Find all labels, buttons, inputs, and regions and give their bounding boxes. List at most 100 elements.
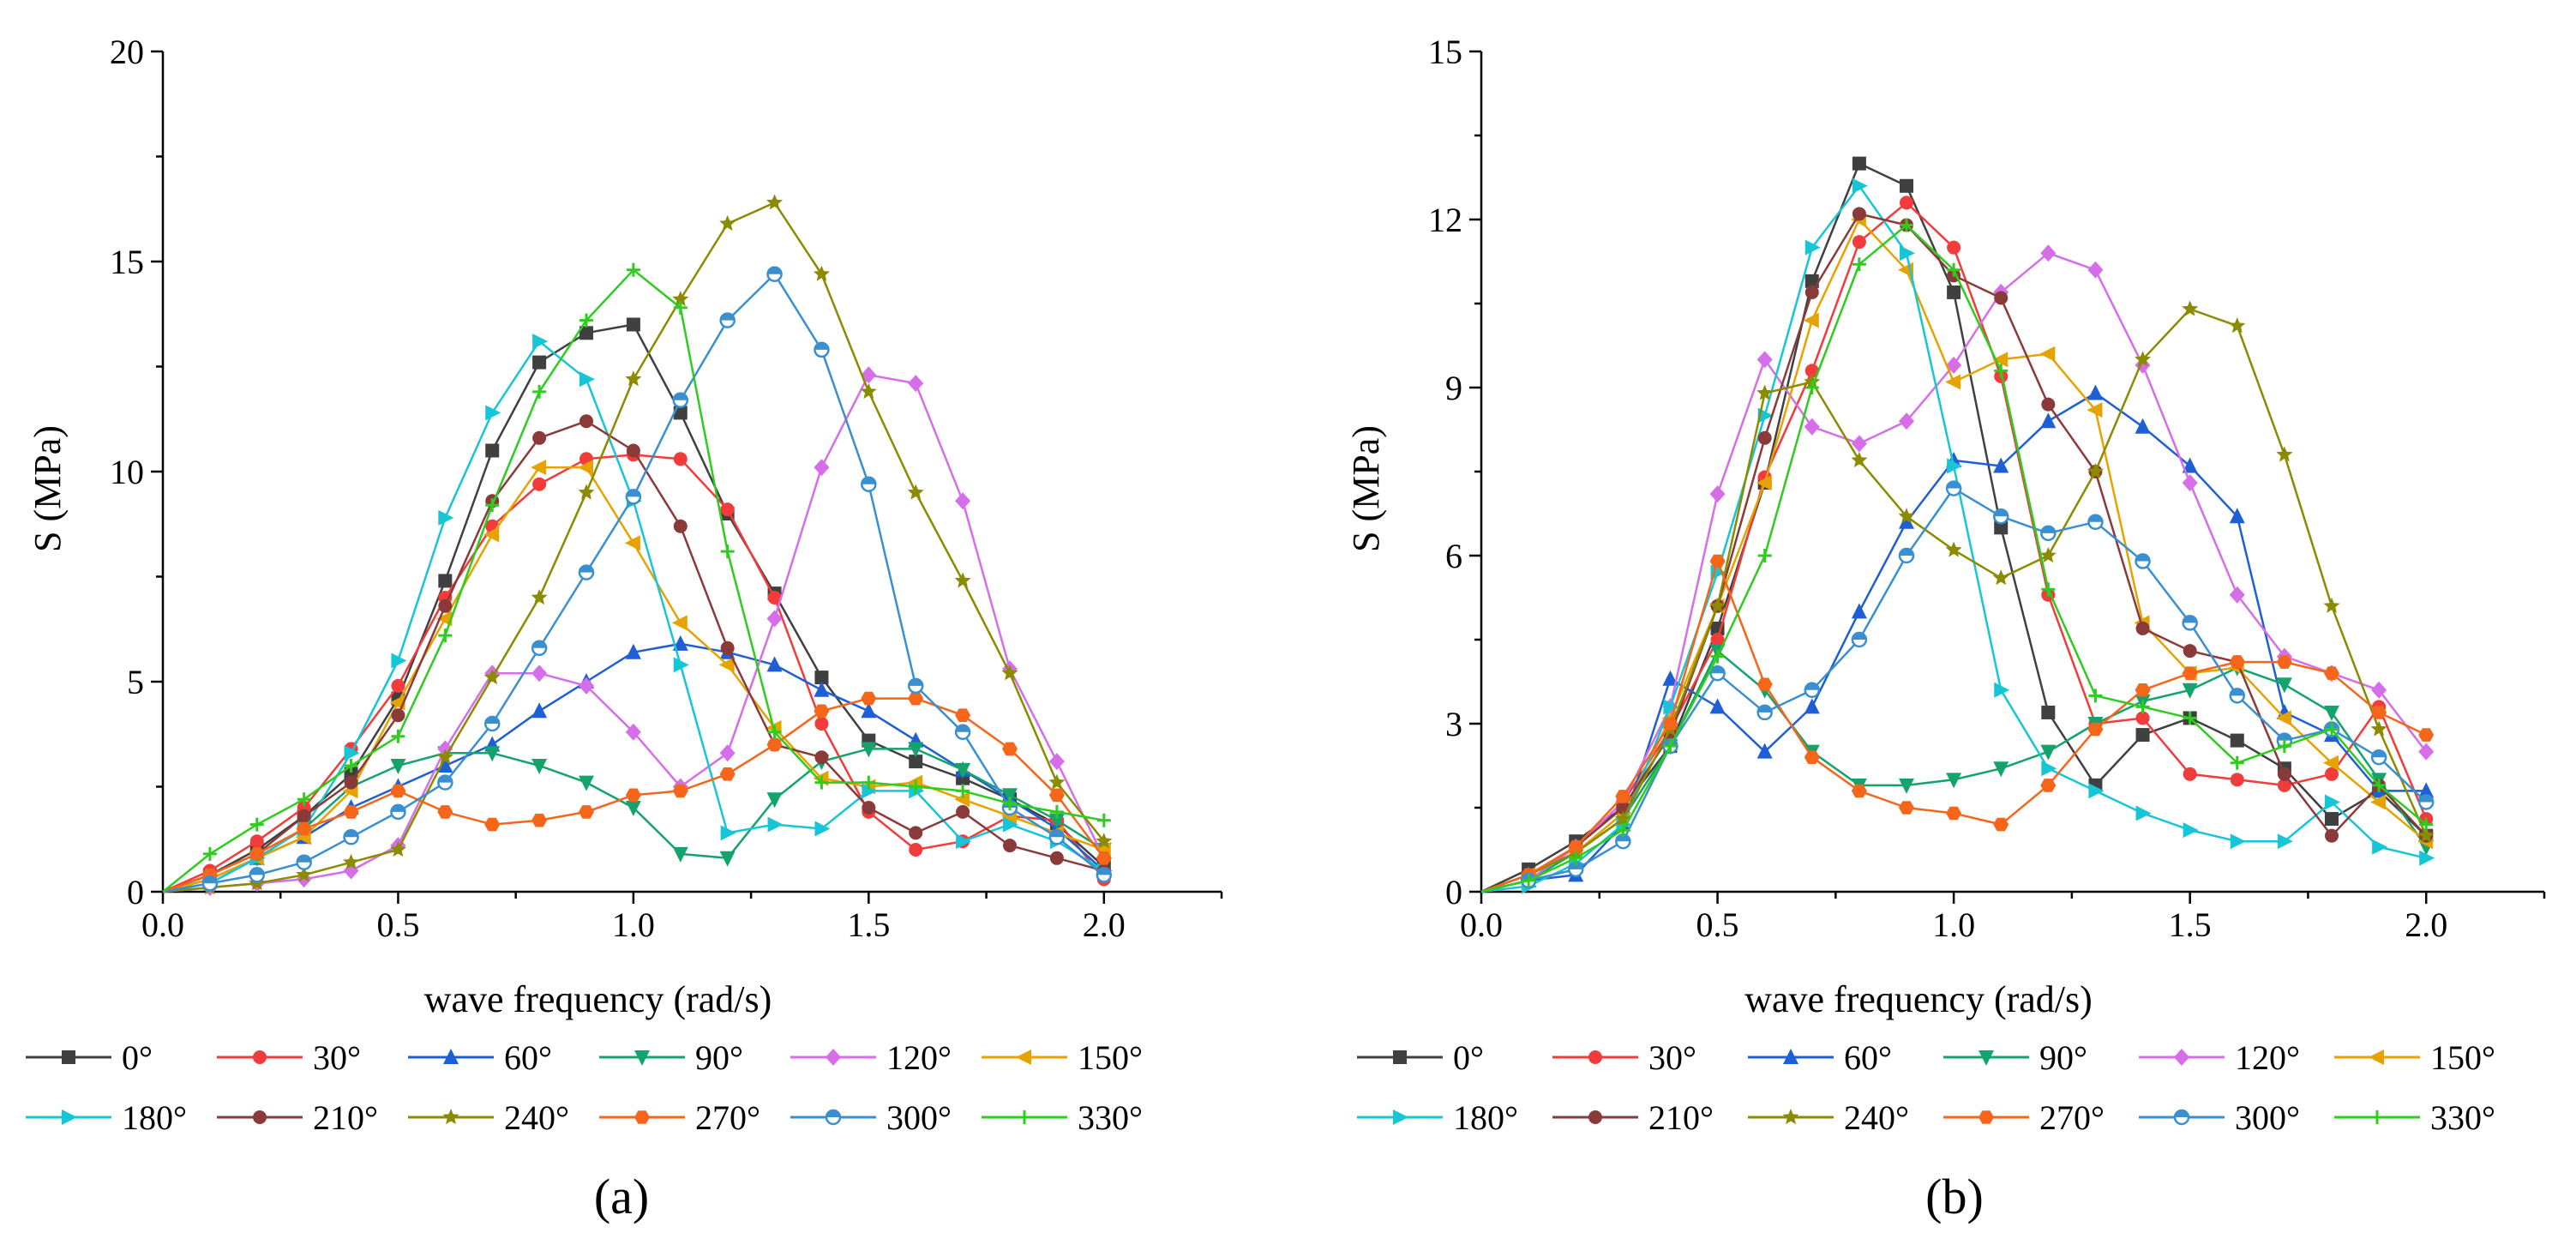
data-point-b-2-4 (1662, 670, 1678, 686)
data-point-b-11-9 (1900, 218, 1913, 232)
data-point-b-0-12 (2041, 705, 2056, 719)
data-point-b-6-4 (1663, 699, 1679, 715)
legend-item-a-3: 90° (599, 1038, 743, 1077)
data-point-a-9-19 (1048, 788, 1065, 803)
legend-label: 0° (1453, 1038, 1484, 1077)
legend-label: 120° (2235, 1038, 2300, 1077)
x-tick-label: 0.5 (1696, 905, 1739, 944)
data-point-b-4-16 (2229, 586, 2245, 604)
data-point-a-7-12 (720, 641, 735, 655)
data-point-b-4-13 (2087, 261, 2104, 279)
data-point-b-4-19 (2371, 681, 2387, 699)
data-point-b-5-10 (1945, 374, 1961, 390)
data-point-b-7-12 (2041, 397, 2056, 412)
legend-label: 330° (1078, 1098, 1143, 1137)
data-point-a-8-19 (1048, 773, 1066, 790)
data-point-a-2-8 (531, 702, 548, 719)
data-point-b-10-16 (2229, 688, 2246, 704)
legend-item-b-4: 120° (2139, 1038, 2300, 1077)
legend-marker (1016, 1050, 1031, 1065)
legend-item-a-2: 60° (408, 1038, 552, 1077)
data-point-b-8-8 (1851, 451, 1868, 467)
data-point-b-3-12 (2040, 744, 2057, 761)
data-point-a-11-7 (485, 498, 500, 513)
data-point-a-0-9 (579, 326, 593, 340)
data-point-b-10-13 (2087, 514, 2104, 531)
data-point-a-6-6 (438, 509, 454, 526)
data-point-a-11-11 (673, 300, 688, 315)
data-point-b-9-7 (1804, 750, 1820, 764)
data-point-b-11-10 (1947, 262, 1961, 277)
data-point-a-10-16 (907, 677, 924, 695)
x-tick-label: 1.5 (2169, 905, 2212, 944)
legend-item-a-5: 150° (982, 1038, 1143, 1077)
legend-marker (2369, 1050, 2384, 1065)
data-point-a-11-1 (202, 846, 217, 861)
data-point-a-7-8 (532, 430, 547, 445)
legend-label: 30° (313, 1038, 361, 1077)
data-point-b-10-6 (1756, 704, 1773, 721)
legend-item-a-10: 300° (790, 1098, 952, 1137)
legend-marker (1393, 1050, 1407, 1064)
data-point-a-2-14 (814, 681, 830, 697)
data-point-a-7-6 (438, 598, 453, 613)
data-point-b-11-12 (2041, 582, 2056, 597)
data-point-b-1-10 (1947, 240, 1961, 255)
data-point-a-5-8 (531, 460, 547, 476)
data-point-a-3-8 (531, 759, 548, 774)
data-point-a-5-11 (671, 615, 688, 631)
legend-marker (1393, 1110, 1408, 1125)
series-b-1 (1480, 195, 2434, 893)
data-point-b-3-17 (2276, 677, 2292, 694)
data-point-b-10-20 (2417, 794, 2435, 810)
data-point-b-11-15 (2183, 711, 2197, 725)
data-point-b-11-20 (2419, 817, 2434, 832)
data-point-b-10-11 (1992, 508, 2009, 525)
data-point-b-9-3 (1615, 790, 1631, 803)
series-a-8 (162, 194, 1113, 895)
x-axis-title: wave frequency (rad/s) (424, 978, 772, 1020)
data-point-a-8-4 (343, 853, 360, 869)
data-point-b-0-14 (2135, 728, 2150, 743)
legend-item-b-1: 30° (1552, 1038, 1696, 1077)
data-point-b-0-9 (1900, 178, 1913, 193)
legend-label: 270° (2039, 1098, 2105, 1137)
data-point-b-11-11 (1994, 364, 2009, 378)
data-point-a-11-18 (1003, 797, 1017, 811)
data-point-a-7-14 (814, 750, 829, 765)
data-point-a-11-13 (767, 725, 782, 739)
data-point-a-10-11 (672, 392, 689, 408)
data-point-a-10-19 (1048, 829, 1066, 845)
data-point-b-10-8 (1851, 631, 1868, 648)
data-point-b-10-2 (1567, 861, 1584, 878)
data-point-b-0-18 (2325, 812, 2339, 827)
data-point-a-10-12 (719, 312, 736, 328)
data-point-b-6-9 (1900, 245, 1915, 262)
y-tick-label: 9 (1445, 369, 1462, 407)
legend-item-a-9: 270° (599, 1098, 760, 1137)
chart-panel-b: 0.0 0.5 1.0 1.5 2.0 0 3 6 9 12 15 wave frequency (r… (1345, 33, 2546, 1224)
data-point-a-11-16 (909, 779, 923, 794)
data-point-b-9-13 (2087, 722, 2104, 737)
data-point-b-5-7 (1803, 312, 1819, 328)
data-point-a-5-9 (578, 460, 593, 476)
data-point-b-11-5 (1710, 649, 1725, 664)
data-point-a-3-15 (861, 742, 877, 758)
data-point-b-3-10 (1946, 773, 1962, 789)
data-point-a-1-2 (249, 834, 264, 849)
legend-label: 90° (695, 1038, 743, 1077)
data-point-b-1-15 (2183, 767, 2197, 781)
data-point-a-11-4 (344, 759, 358, 773)
legend-label: 60° (504, 1038, 552, 1077)
data-point-a-9-9 (579, 805, 594, 819)
data-point-b-11-16 (2230, 755, 2244, 770)
data-point-b-10-10 (1945, 480, 1962, 496)
legend-marker (1782, 1109, 1799, 1125)
data-point-b-5-18 (2323, 755, 2339, 771)
data-point-a-7-16 (909, 826, 923, 840)
data-point-b-2-15 (2182, 457, 2198, 473)
data-point-a-10-5 (390, 803, 406, 821)
data-point-b-7-6 (1757, 430, 1772, 445)
data-point-a-2-15 (861, 702, 877, 719)
panel-label: (a) (594, 1169, 649, 1224)
